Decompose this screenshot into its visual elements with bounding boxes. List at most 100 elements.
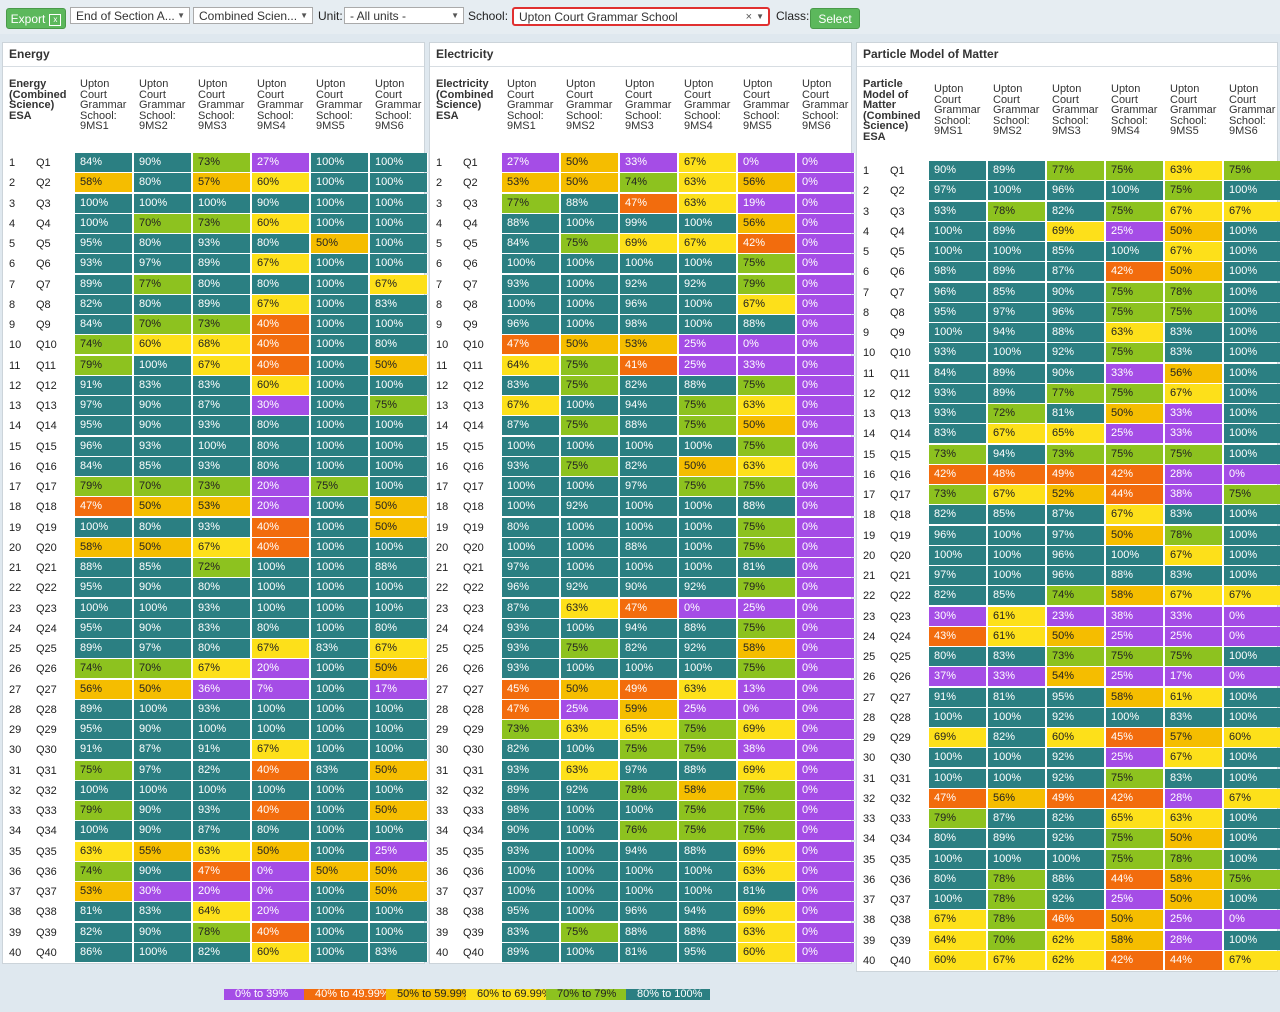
score-cell[interactable]: 100% bbox=[561, 821, 619, 841]
score-cell[interactable]: 83% bbox=[1165, 505, 1223, 525]
score-cell[interactable]: 85% bbox=[1047, 242, 1105, 261]
score-cell[interactable]: 92% bbox=[1047, 343, 1105, 363]
score-cell[interactable]: 67% bbox=[1106, 505, 1164, 525]
score-cell[interactable]: 50% bbox=[370, 517, 428, 537]
score-cell[interactable]: 74% bbox=[620, 173, 678, 193]
score-cell[interactable]: 100% bbox=[1224, 221, 1280, 241]
score-cell[interactable]: 95% bbox=[502, 902, 560, 922]
score-cell[interactable]: 100% bbox=[311, 699, 369, 719]
score-cell[interactable]: 100% bbox=[311, 416, 369, 436]
score-cell[interactable]: 100% bbox=[370, 720, 428, 739]
subject-select[interactable]: Combined Scien... ▼ bbox=[193, 7, 313, 24]
score-cell[interactable]: 64% bbox=[929, 930, 987, 950]
score-cell[interactable]: 96% bbox=[620, 902, 678, 922]
score-cell[interactable]: 50% bbox=[561, 153, 619, 172]
score-cell[interactable]: 97% bbox=[929, 181, 987, 201]
score-cell[interactable]: 100% bbox=[1106, 545, 1164, 565]
score-cell[interactable]: 93% bbox=[502, 639, 560, 658]
score-cell[interactable]: 67% bbox=[252, 639, 310, 658]
score-cell[interactable]: 97% bbox=[502, 558, 560, 577]
score-cell[interactable]: 78% bbox=[988, 910, 1046, 930]
score-cell[interactable]: 50% bbox=[370, 659, 428, 679]
score-cell[interactable]: 78% bbox=[1165, 282, 1223, 302]
score-cell[interactable]: 50% bbox=[679, 456, 737, 476]
score-cell[interactable]: 23% bbox=[1047, 606, 1105, 626]
score-cell[interactable]: 67% bbox=[988, 424, 1046, 444]
score-cell[interactable]: 30% bbox=[929, 606, 987, 626]
score-cell[interactable]: 40% bbox=[252, 517, 310, 537]
score-cell[interactable]: 100% bbox=[1224, 404, 1280, 423]
score-cell[interactable]: 100% bbox=[561, 294, 619, 314]
score-cell[interactable]: 36% bbox=[193, 679, 251, 699]
class-column-header[interactable]: Upton Court Grammar School: 9MS3 bbox=[198, 78, 245, 132]
score-cell[interactable]: 100% bbox=[311, 315, 369, 334]
score-cell[interactable]: 84% bbox=[75, 315, 133, 334]
score-cell[interactable]: 100% bbox=[311, 274, 369, 294]
score-cell[interactable]: 96% bbox=[929, 525, 987, 545]
score-cell[interactable]: 67% bbox=[252, 294, 310, 314]
score-cell[interactable]: 100% bbox=[1224, 566, 1280, 585]
score-cell[interactable]: 77% bbox=[502, 193, 560, 213]
score-cell[interactable]: 100% bbox=[561, 659, 619, 679]
score-cell[interactable]: 67% bbox=[502, 396, 560, 415]
score-cell[interactable]: 60% bbox=[252, 213, 310, 233]
score-cell[interactable]: 40% bbox=[252, 922, 310, 942]
score-cell[interactable]: 63% bbox=[738, 456, 796, 476]
score-cell[interactable]: 98% bbox=[502, 801, 560, 820]
score-cell[interactable]: 100% bbox=[193, 720, 251, 739]
score-cell[interactable]: 100% bbox=[134, 780, 192, 800]
score-cell[interactable]: 69% bbox=[738, 760, 796, 780]
score-cell[interactable]: 53% bbox=[620, 335, 678, 355]
score-cell[interactable]: 75% bbox=[679, 801, 737, 820]
score-cell[interactable]: 93% bbox=[193, 416, 251, 436]
score-cell[interactable]: 95% bbox=[75, 234, 133, 253]
score-cell[interactable]: 95% bbox=[929, 302, 987, 322]
score-cell[interactable]: 64% bbox=[502, 355, 560, 375]
score-cell[interactable]: 0% bbox=[797, 942, 855, 962]
score-cell[interactable]: 69% bbox=[1047, 221, 1105, 241]
score-cell[interactable]: 75% bbox=[679, 477, 737, 496]
score-cell[interactable]: 100% bbox=[1224, 525, 1280, 545]
score-cell[interactable]: 88% bbox=[1106, 566, 1164, 585]
class-column-header[interactable]: Upton Court Grammar School: 9MS3 bbox=[625, 78, 672, 132]
score-cell[interactable]: 67% bbox=[738, 294, 796, 314]
score-cell[interactable]: 93% bbox=[193, 456, 251, 476]
score-cell[interactable]: 100% bbox=[561, 537, 619, 557]
score-cell[interactable]: 100% bbox=[370, 740, 428, 760]
score-cell[interactable]: 92% bbox=[1047, 707, 1105, 727]
score-cell[interactable]: 82% bbox=[929, 586, 987, 606]
score-cell[interactable]: 79% bbox=[738, 578, 796, 598]
score-cell[interactable]: 0% bbox=[797, 740, 855, 760]
score-cell[interactable]: 100% bbox=[561, 841, 619, 861]
score-cell[interactable]: 96% bbox=[1047, 545, 1105, 565]
score-cell[interactable]: 78% bbox=[1165, 849, 1223, 869]
class-column-header[interactable]: Upton Court Grammar School: 9MS2 bbox=[993, 83, 1040, 137]
score-cell[interactable]: 75% bbox=[1224, 869, 1280, 889]
score-cell[interactable]: 89% bbox=[75, 274, 133, 294]
score-cell[interactable]: 100% bbox=[370, 173, 428, 193]
score-cell[interactable]: 67% bbox=[370, 639, 428, 658]
score-cell[interactable]: 90% bbox=[252, 193, 310, 213]
score-cell[interactable]: 100% bbox=[929, 849, 987, 869]
score-cell[interactable]: 100% bbox=[311, 780, 369, 800]
score-cell[interactable]: 88% bbox=[679, 760, 737, 780]
score-cell[interactable]: 88% bbox=[502, 213, 560, 233]
score-cell[interactable]: 100% bbox=[988, 748, 1046, 768]
score-cell[interactable]: 64% bbox=[193, 902, 251, 922]
score-cell[interactable]: 96% bbox=[502, 315, 560, 334]
score-cell[interactable]: 90% bbox=[1047, 282, 1105, 302]
score-cell[interactable]: 50% bbox=[370, 882, 428, 901]
score-cell[interactable]: 70% bbox=[134, 315, 192, 334]
score-cell[interactable]: 100% bbox=[679, 517, 737, 537]
score-cell[interactable]: 100% bbox=[561, 477, 619, 496]
score-cell[interactable]: 67% bbox=[1165, 201, 1223, 221]
score-cell[interactable]: 67% bbox=[1165, 383, 1223, 403]
score-cell[interactable]: 67% bbox=[988, 950, 1046, 970]
score-cell[interactable]: 90% bbox=[134, 416, 192, 436]
score-cell[interactable]: 69% bbox=[738, 720, 796, 739]
score-cell[interactable]: 50% bbox=[1106, 910, 1164, 930]
score-cell[interactable]: 50% bbox=[311, 861, 369, 881]
score-cell[interactable]: 83% bbox=[1165, 707, 1223, 727]
score-cell[interactable]: 70% bbox=[134, 659, 192, 679]
score-cell[interactable]: 63% bbox=[1165, 161, 1223, 180]
